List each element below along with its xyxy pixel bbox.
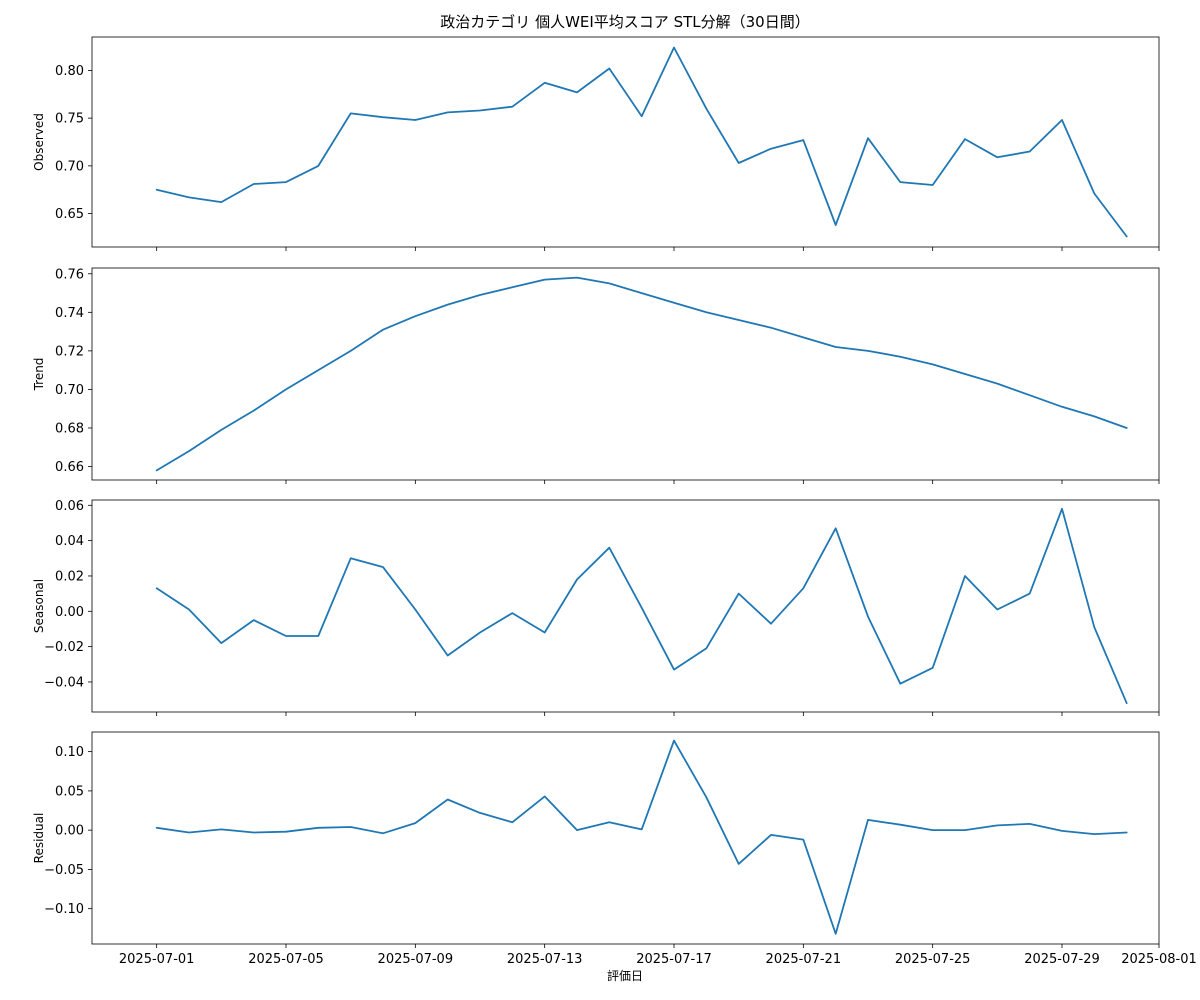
series-line-residual xyxy=(155,739,1128,935)
y-tick-label: 0.06 xyxy=(55,499,84,514)
y-axis-label: Trend xyxy=(32,358,46,392)
x-axis-label: 評価日 xyxy=(607,968,643,983)
y-tick-label: 0.02 xyxy=(55,569,84,584)
y-tick-label: 0.75 xyxy=(55,112,84,127)
y-tick-label: 0.66 xyxy=(55,460,84,475)
y-axis-label: Residual xyxy=(32,813,46,864)
x-tick-label: 2025-07-09 xyxy=(378,952,454,967)
panels-group: 0.65 0.70 0.75 0.80 Observed 0.66 0.68 0.70 0.72… xyxy=(32,36,1197,967)
y-tick-label: 0.70 xyxy=(55,159,84,174)
x-tick-label: 2025-07-05 xyxy=(248,952,324,967)
y-tick-label: 0.05 xyxy=(55,784,84,799)
x-tick-label: 2025-07-25 xyxy=(895,952,971,967)
y-tick-label: −0.05 xyxy=(44,863,84,878)
x-tick-label: 2025-07-17 xyxy=(636,952,712,967)
series-line-seasonal xyxy=(155,507,1128,705)
y-tick-label: 0.00 xyxy=(55,605,84,620)
panel-residual: −0.10 −0.05 0.00 0.05 0.10 2025-07-01 2025-07-… xyxy=(32,731,1197,967)
y-tick-label: −0.02 xyxy=(44,640,84,655)
y-tick-label: 0.72 xyxy=(55,344,84,359)
panel-seasonal: −0.04 −0.02 0.00 0.02 0.04 0.06 Seasonal xyxy=(32,499,1160,716)
x-tick-label: 2025-07-01 xyxy=(119,952,195,967)
axes-frame xyxy=(91,267,1160,481)
y-tick-label: 0.65 xyxy=(55,207,84,222)
x-tick-label: 2025-07-13 xyxy=(507,952,583,967)
series-line-trend xyxy=(155,276,1128,472)
y-tick-label: 0.76 xyxy=(55,267,84,282)
y-axis-label: Observed xyxy=(32,113,46,171)
x-tick-label: 2025-07-29 xyxy=(1024,952,1100,967)
y-tick-label: 0.10 xyxy=(55,745,84,760)
y-tick-label: 0.04 xyxy=(55,534,84,549)
chart-title: 政治カテゴリ 個人WEI平均スコア STL分解（30日間） xyxy=(440,13,809,31)
x-tick-label: 2025-08-01 xyxy=(1121,952,1197,967)
series-line-observed xyxy=(155,46,1128,238)
y-tick-label: 0.00 xyxy=(55,824,84,839)
axes-frame xyxy=(91,731,1160,945)
panel-observed: 0.65 0.70 0.75 0.80 Observed xyxy=(32,36,1160,251)
y-tick-label: 0.80 xyxy=(55,64,84,79)
y-axis-label: Seasonal xyxy=(32,579,46,633)
axes-frame xyxy=(91,36,1160,248)
x-tick-label: 2025-07-21 xyxy=(766,952,842,967)
y-tick-label: 0.70 xyxy=(55,383,84,398)
axes-frame xyxy=(91,499,1160,713)
y-tick-label: −0.04 xyxy=(44,675,84,690)
y-tick-label: 0.68 xyxy=(55,421,84,436)
panel-trend: 0.66 0.68 0.70 0.72 0.74 0.76 Trend xyxy=(32,267,1160,484)
y-tick-label: −0.10 xyxy=(44,902,84,917)
y-tick-label: 0.74 xyxy=(55,306,84,321)
